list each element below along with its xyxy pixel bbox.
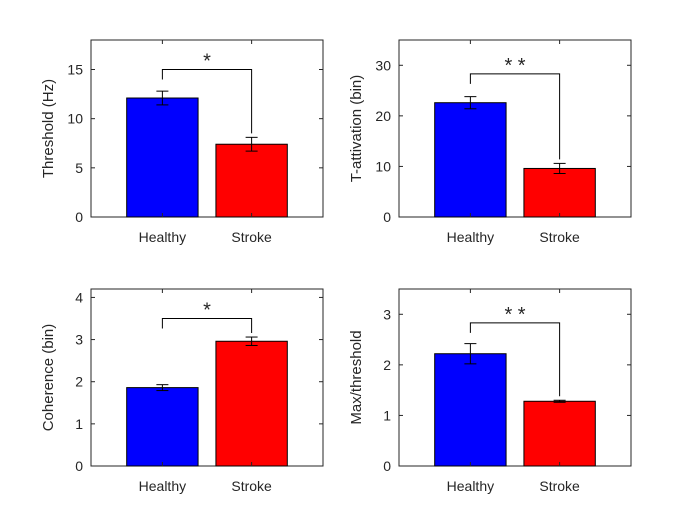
y-tick-label: 0 <box>75 209 83 225</box>
significance-bracket: * <box>161 300 253 334</box>
error-bar-stroke <box>553 162 566 175</box>
bar-healthy[interactable] <box>126 387 199 467</box>
bar-healthy[interactable] <box>126 97 199 218</box>
y-tick-label: 20 <box>375 108 391 124</box>
significance-label: * * <box>504 304 525 326</box>
x-tick-label-healthy: Healthy <box>139 229 186 245</box>
bracket-line <box>161 69 253 134</box>
x-tick-label-stroke: Stroke <box>231 229 272 245</box>
significance-label: * <box>203 300 211 322</box>
subplot-4: 0 1 2 3 Healthy Stroke Max/threshold * * <box>348 288 632 494</box>
y-tick-label: 0 <box>383 458 391 474</box>
y-tick-label: 3 <box>383 306 391 322</box>
subplot-2: 0 10 20 30 Healthy Stroke T-attivation (bin) * … <box>348 39 632 245</box>
error-bar-stroke <box>245 336 258 346</box>
y-tick-label: 1 <box>383 407 391 423</box>
error-bar-healthy <box>464 343 477 365</box>
y-tick-label: 1 <box>75 416 83 432</box>
y-tick-label: 10 <box>67 111 83 127</box>
bar-stroke[interactable] <box>215 143 288 218</box>
y-tick-label: 15 <box>67 62 83 78</box>
bracket-line <box>469 73 561 160</box>
error-bar-stroke <box>245 136 258 152</box>
x-tick-label-stroke: Stroke <box>231 478 272 494</box>
bracket-line <box>469 322 561 397</box>
x-tick-label-healthy: Healthy <box>139 478 186 494</box>
y-tick-label: 5 <box>75 160 83 176</box>
significance-label: * <box>203 51 211 73</box>
y-tick-label: 3 <box>75 332 83 348</box>
y-tick-label: 10 <box>375 158 391 174</box>
y-tick-label: 2 <box>75 374 83 390</box>
bar-stroke[interactable] <box>523 400 596 467</box>
x-tick-label-healthy: Healthy <box>447 478 494 494</box>
bracket-line <box>161 318 253 334</box>
significance-label: * * <box>504 55 525 77</box>
x-tick-label-stroke: Stroke <box>539 229 580 245</box>
error-bar-healthy <box>464 96 477 110</box>
y-axis-label: Max/threshold <box>348 330 365 424</box>
y-tick-label: 4 <box>75 289 83 305</box>
error-bar-healthy <box>156 90 169 106</box>
error-bar-stroke <box>553 399 566 403</box>
y-tick-label: 0 <box>75 458 83 474</box>
error-bar-healthy <box>156 384 169 392</box>
x-tick-label-healthy: Healthy <box>447 229 494 245</box>
bar-stroke[interactable] <box>215 340 288 467</box>
y-axis-label: T-attivation (bin) <box>348 75 365 183</box>
significance-bracket: * <box>161 51 253 134</box>
x-tick-label-stroke: Stroke <box>539 478 580 494</box>
significance-bracket: * * <box>469 55 561 160</box>
bar-healthy[interactable] <box>434 102 507 218</box>
subplot-1: 0 5 10 15 Healthy Stroke Threshold (Hz) * <box>40 39 324 245</box>
significance-bracket: * * <box>469 304 561 397</box>
y-tick-label: 2 <box>383 357 391 373</box>
y-tick-label: 30 <box>375 57 391 73</box>
subplot-3: 0 1 2 3 4 Healthy Stroke Coherence (bin) * <box>40 288 324 494</box>
bar-healthy[interactable] <box>434 353 507 467</box>
bar-stroke[interactable] <box>523 167 596 218</box>
y-tick-label: 0 <box>383 209 391 225</box>
y-axis-label: Coherence (bin) <box>40 324 57 432</box>
y-axis-label: Threshold (Hz) <box>40 79 57 178</box>
